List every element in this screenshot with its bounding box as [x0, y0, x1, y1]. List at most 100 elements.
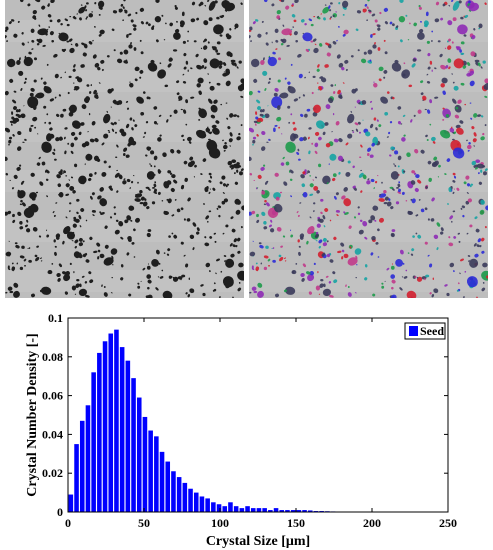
particle — [225, 224, 229, 228]
particle-segmented — [388, 131, 391, 135]
particle-segmented — [261, 146, 266, 151]
particle — [69, 202, 72, 205]
particle-segmented — [260, 262, 263, 265]
particle-segmented — [468, 70, 475, 76]
particle — [231, 159, 237, 164]
particle — [140, 196, 145, 201]
histogram-bar — [296, 510, 302, 512]
particle-segmented — [426, 40, 430, 44]
particle-segmented — [324, 208, 329, 212]
particle — [189, 234, 195, 239]
plot-frame — [67, 317, 449, 513]
particle-segmented — [298, 96, 301, 99]
particle — [218, 214, 221, 218]
particle — [173, 109, 178, 114]
particle-segmented — [373, 81, 375, 83]
particle-segmented — [367, 49, 373, 55]
particle-segmented — [451, 41, 454, 44]
particle-segmented — [347, 160, 351, 164]
particle-segmented — [429, 292, 432, 295]
particle — [196, 64, 203, 70]
particle-segmented — [479, 209, 485, 215]
particle-segmented — [470, 51, 476, 57]
particle-segmented — [283, 289, 288, 293]
particle — [26, 219, 29, 223]
particle-segmented — [484, 95, 488, 98]
particle-segmented — [425, 11, 429, 17]
particle-segmented — [255, 262, 258, 265]
particle-segmented — [371, 142, 375, 147]
particle-segmented — [271, 3, 275, 7]
particle-segmented — [285, 141, 296, 153]
particle — [37, 133, 39, 135]
particle-segmented — [310, 23, 314, 27]
particle-segmented — [478, 181, 483, 185]
particle — [71, 285, 77, 291]
histogram-bar — [285, 510, 290, 512]
particle — [74, 239, 79, 244]
particle-segmented — [353, 216, 357, 219]
particle — [30, 87, 35, 92]
particle-segmented — [405, 14, 408, 17]
particle — [174, 199, 177, 201]
particle — [187, 294, 191, 298]
particle-segmented — [309, 183, 314, 188]
particle-segmented — [355, 28, 359, 32]
particle-segmented — [365, 131, 371, 137]
particle — [58, 171, 62, 175]
particle — [78, 6, 86, 14]
histogram-bar — [256, 508, 262, 512]
particle-segmented — [432, 141, 436, 144]
particle — [58, 263, 62, 268]
particle-segmented — [265, 245, 269, 249]
particle — [232, 244, 236, 248]
particle-segmented — [268, 265, 270, 267]
particle-segmented — [262, 57, 265, 61]
particle — [89, 279, 94, 284]
particle — [235, 209, 241, 215]
particle-segmented — [483, 83, 488, 90]
particle — [23, 105, 25, 107]
particle — [125, 154, 130, 158]
particle — [94, 95, 99, 99]
histogram-bar — [228, 502, 233, 512]
particle — [96, 242, 101, 247]
particle-segmented — [480, 136, 485, 141]
particle — [91, 192, 95, 196]
particle-segmented — [425, 134, 428, 138]
particle-segmented — [288, 170, 291, 173]
particle — [19, 203, 23, 206]
band — [5, 120, 244, 142]
particle-segmented — [364, 277, 368, 281]
particle — [76, 13, 79, 15]
particle-segmented — [444, 173, 447, 175]
particle-segmented — [395, 25, 399, 29]
histogram-bar — [245, 506, 250, 512]
particle — [225, 102, 228, 104]
legend: Seed — [404, 322, 446, 340]
particle — [242, 275, 244, 279]
particle-segmented — [300, 113, 304, 117]
particle — [214, 240, 217, 243]
particle — [155, 0, 160, 3]
particle — [149, 163, 151, 165]
particle — [208, 210, 212, 213]
particle — [193, 40, 197, 43]
particle-segmented — [449, 262, 455, 268]
particle — [216, 16, 220, 20]
particle — [46, 234, 50, 238]
particle — [212, 127, 220, 135]
particle — [58, 191, 64, 198]
particle — [118, 8, 121, 11]
particle-segmented — [274, 28, 279, 34]
particle-segmented — [424, 278, 426, 281]
particle-segmented — [377, 27, 381, 31]
particle — [68, 179, 71, 181]
particle — [240, 124, 243, 127]
particle — [146, 146, 151, 151]
particle — [65, 183, 70, 188]
particle-segmented — [456, 187, 460, 191]
particle — [170, 148, 175, 154]
particle — [74, 245, 77, 249]
